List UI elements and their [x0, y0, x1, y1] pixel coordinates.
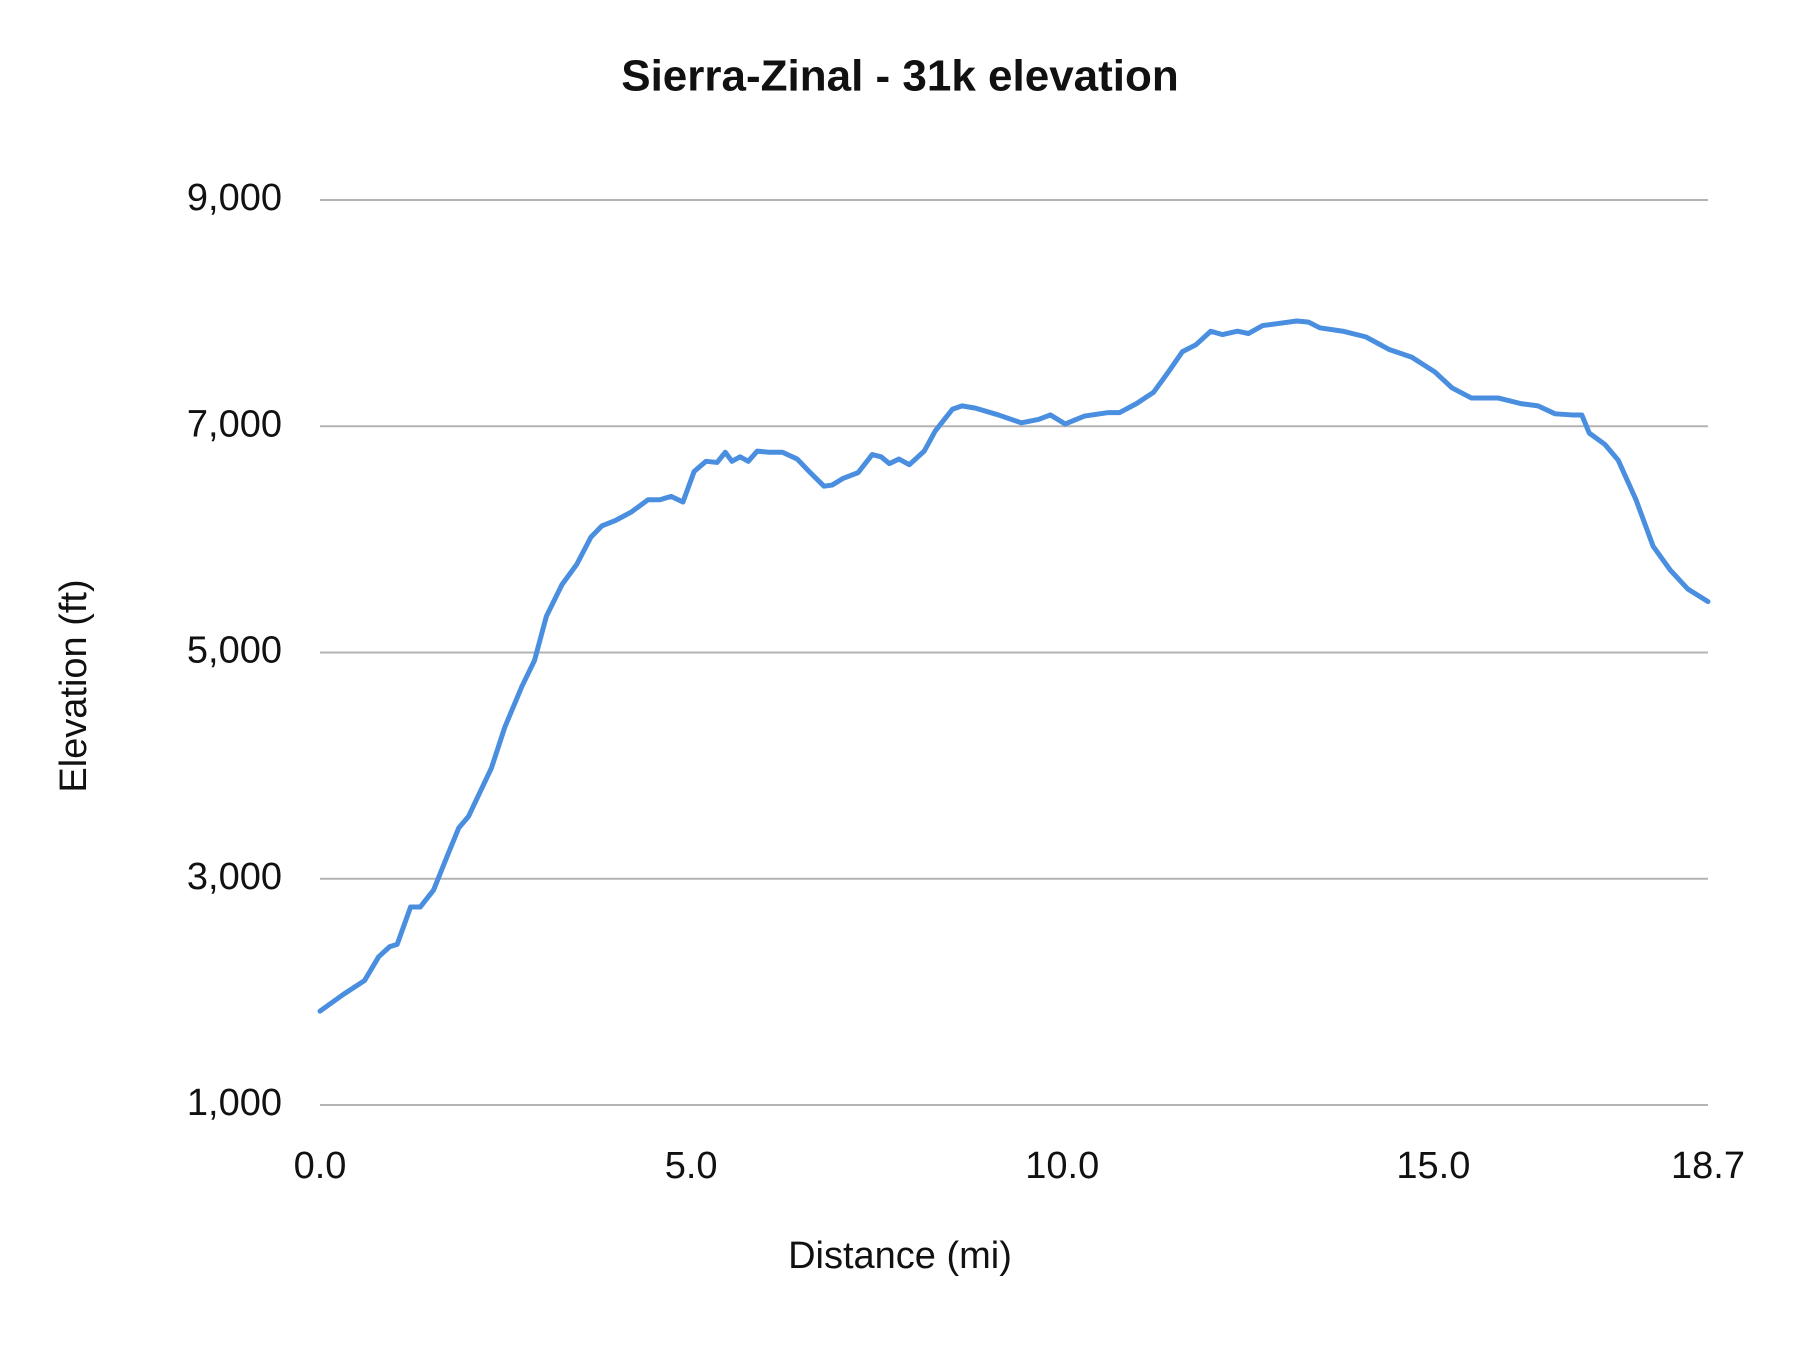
chart-title: Sierra-Zinal - 31k elevation [621, 52, 1179, 101]
y-tick-label: 5,000 [187, 630, 282, 672]
y-axis-title: Elevation (ft) [53, 579, 95, 792]
x-axis-title: Distance (mi) [788, 1235, 1012, 1277]
x-tick-label: 10.0 [1025, 1145, 1099, 1187]
y-tick-label: 1,000 [187, 1082, 282, 1124]
x-tick-label: 5.0 [665, 1145, 718, 1187]
y-tick-label: 9,000 [187, 177, 282, 219]
y-tick-label: 7,000 [187, 403, 282, 445]
elevation-line [317, 318, 1711, 1014]
x-tick-label: 18.7 [1671, 1145, 1745, 1187]
y-tick-label: 3,000 [187, 856, 282, 898]
x-tick-label: 0.0 [294, 1145, 347, 1187]
x-tick-label: 15.0 [1396, 1145, 1470, 1187]
